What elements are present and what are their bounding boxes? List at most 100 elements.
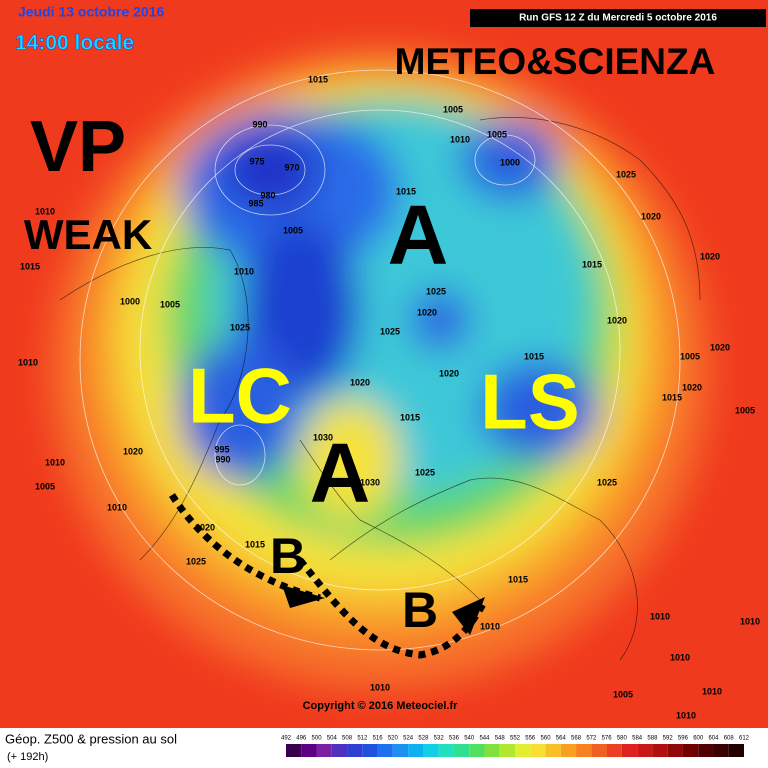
pressure-label: 1005 — [613, 689, 633, 699]
colorbar-label: 524 — [403, 736, 414, 742]
colorbar-label: 560 — [541, 736, 552, 742]
colorbar: 492 496 500 504 508 512 516 520 524 528 532 536 540 5… — [281, 736, 750, 757]
trough-label: B — [270, 528, 306, 584]
pressure-label: 1015 — [308, 74, 328, 84]
colorbar-label: 588 — [647, 736, 658, 742]
isobar-lines — [79, 69, 681, 651]
footer-lead: (+ 192h) — [7, 751, 48, 763]
colorbar-swatch — [576, 744, 592, 757]
pressure-label: 1025 — [597, 477, 617, 487]
coastlines — [59, 117, 701, 661]
colorbar-label: 508 — [342, 736, 353, 742]
pressure-label: 1010 — [107, 502, 127, 512]
pressure-label: 995 — [214, 444, 229, 454]
trough-arrows — [169, 493, 489, 659]
pressure-label: 1025 — [186, 556, 206, 566]
pressure-label: 975 — [249, 156, 264, 166]
forecast-date: Jeudi 13 octobre 2016 — [18, 4, 165, 20]
colorbar-label: 504 — [327, 736, 338, 742]
colorbar-swatch — [484, 744, 500, 757]
colorbar-label: 552 — [510, 736, 521, 742]
colorbar-label: 596 — [678, 736, 689, 742]
colorbar-swatch — [499, 744, 515, 757]
weak-label: WEAK — [24, 211, 152, 258]
high-label: A — [388, 188, 449, 282]
pressure-label: 1005 — [35, 481, 55, 491]
colorbar-label: 584 — [632, 736, 643, 742]
colorbar-swatch — [362, 744, 378, 757]
pressure-label: 1030 — [360, 477, 380, 487]
colorbar-label: 544 — [479, 736, 490, 742]
pressure-label: 1005 — [680, 351, 700, 361]
pressure-label: 1015 — [400, 412, 420, 422]
pressure-label: 1020 — [710, 342, 730, 352]
colorbar-swatch — [728, 744, 744, 757]
colorbar-label: 492 — [281, 736, 292, 742]
trough-label: B — [402, 582, 438, 638]
lc-label: LC — [188, 352, 292, 440]
colorbar-swatch — [713, 744, 729, 757]
pressure-label: 1020 — [607, 315, 627, 325]
colorbar-swatch — [392, 744, 409, 757]
colorbar-swatch — [667, 744, 683, 757]
pressure-label: 1010 — [670, 652, 690, 662]
pressure-label: 1020 — [700, 251, 720, 261]
colorbar-swatch — [286, 744, 302, 757]
pressure-label: 1005 — [443, 104, 463, 114]
pressure-label: 1015 — [582, 259, 602, 269]
colorbar-label: 520 — [388, 736, 399, 742]
copyright: Copyright © 2016 Meteociel.fr — [303, 700, 459, 712]
pressure-label: 1010 — [676, 710, 696, 720]
colorbar-swatch — [316, 744, 332, 757]
brand: METEO&SCIENZA — [395, 41, 716, 82]
pressure-label: 1020 — [417, 307, 437, 317]
colorbar-swatch — [469, 744, 485, 757]
colorbar-label: 580 — [617, 736, 628, 742]
colorbar-label: 576 — [602, 736, 613, 742]
run-banner — [470, 9, 766, 27]
colorbar-label: 496 — [296, 736, 307, 742]
geopotential-field — [0, 0, 768, 728]
colorbar-swatch — [423, 744, 439, 757]
pressure-label: 1005 — [487, 129, 507, 139]
pressure-label: 985 — [248, 198, 263, 208]
colorbar-swatch — [515, 744, 531, 757]
colorbar-label: 612 — [739, 736, 750, 742]
pressure-label: 1020 — [682, 382, 702, 392]
pressure-label: 1025 — [380, 326, 400, 336]
colorbar-swatch — [347, 744, 363, 757]
colorbar-swatch — [545, 744, 561, 757]
pressure-label: 1015 — [20, 261, 40, 271]
pressure-label: 990 — [252, 119, 267, 129]
colorbar-swatch — [408, 744, 424, 757]
pressure-label: 1010 — [480, 621, 500, 631]
colorbar-swatch — [560, 744, 577, 757]
colorbar-label: 604 — [708, 736, 719, 742]
colorbar-swatch — [331, 744, 348, 757]
pressure-label: 1025 — [426, 286, 446, 296]
colorbar-label: 564 — [556, 736, 567, 742]
pressure-label: 1020 — [350, 377, 370, 387]
colorbar-swatch — [637, 744, 653, 757]
colorbar-label: 540 — [464, 736, 475, 742]
colorbar-label: 536 — [449, 736, 460, 742]
colorbar-label: 568 — [571, 736, 582, 742]
pressure-label: 1010 — [702, 686, 722, 696]
pressure-label: 1010 — [370, 682, 390, 692]
colorbar-swatch — [377, 744, 393, 757]
pressure-label: 1015 — [662, 392, 682, 402]
colorbar-swatch — [453, 744, 470, 757]
colorbar-label: 600 — [693, 736, 704, 742]
pressure-label: 1020 — [641, 211, 661, 221]
pressure-label: 1005 — [735, 405, 755, 415]
pressure-label: 1000 — [120, 296, 140, 306]
pressure-label: 1020 — [123, 446, 143, 456]
pressure-label: 1015 — [524, 351, 544, 361]
pressure-label: 1025 — [230, 322, 250, 332]
pressure-label: 1010 — [650, 611, 670, 621]
pressure-label: 970 — [284, 162, 299, 172]
colorbar-swatch — [301, 744, 317, 757]
colorbar-swatch — [682, 744, 699, 757]
pressure-label: 1010 — [450, 134, 470, 144]
